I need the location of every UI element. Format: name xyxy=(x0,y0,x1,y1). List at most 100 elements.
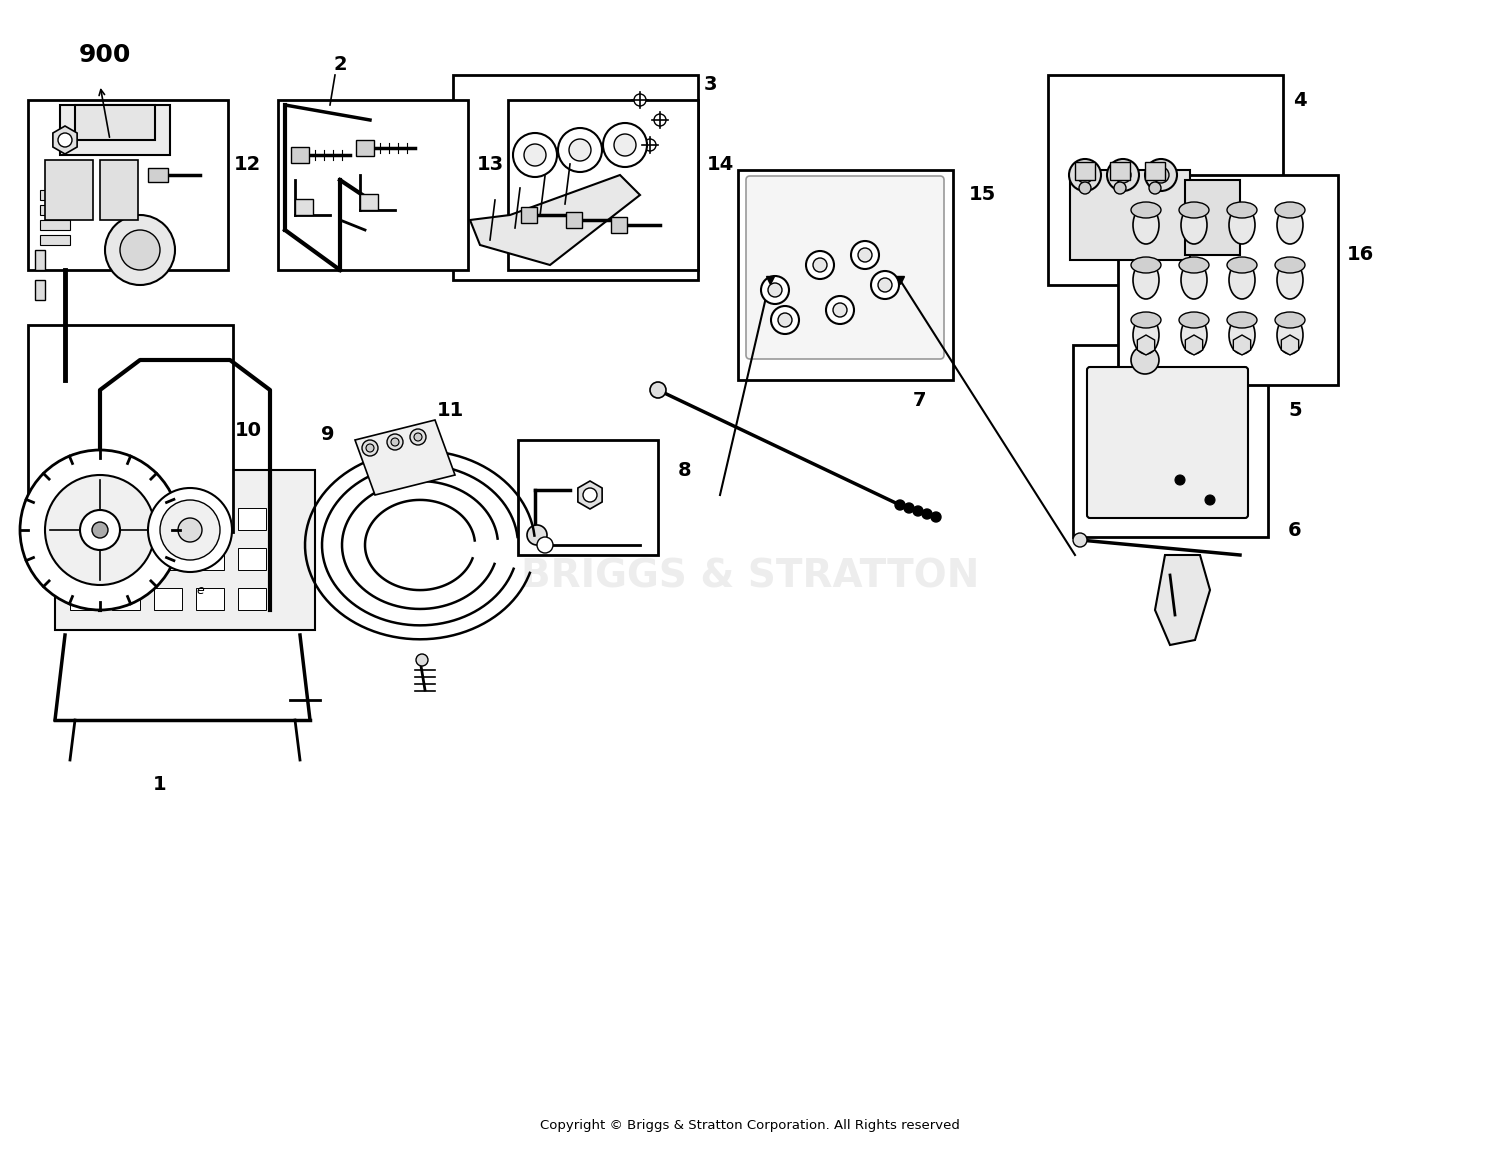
Circle shape xyxy=(1154,167,1168,183)
Circle shape xyxy=(1131,346,1160,374)
Ellipse shape xyxy=(1228,316,1256,354)
Text: 13: 13 xyxy=(477,156,504,174)
Circle shape xyxy=(813,258,826,272)
Bar xyxy=(154,588,182,611)
Polygon shape xyxy=(53,126,76,154)
Ellipse shape xyxy=(1179,202,1209,218)
Bar xyxy=(60,105,170,156)
Circle shape xyxy=(603,123,646,167)
Bar xyxy=(40,235,70,245)
Ellipse shape xyxy=(1132,206,1160,244)
Circle shape xyxy=(558,128,602,172)
Ellipse shape xyxy=(1131,202,1161,218)
FancyBboxPatch shape xyxy=(1088,367,1248,518)
Text: 11: 11 xyxy=(436,401,463,419)
Bar xyxy=(1076,162,1095,180)
Circle shape xyxy=(20,450,180,611)
Circle shape xyxy=(827,296,854,324)
Text: 8: 8 xyxy=(678,461,692,479)
Circle shape xyxy=(771,306,800,334)
Bar xyxy=(509,100,698,270)
Bar xyxy=(1118,175,1338,385)
Circle shape xyxy=(366,444,374,452)
Bar xyxy=(40,205,70,215)
Circle shape xyxy=(914,506,922,516)
Bar xyxy=(40,210,195,265)
Circle shape xyxy=(45,475,154,585)
Bar xyxy=(196,548,223,570)
Bar xyxy=(28,325,233,532)
Bar xyxy=(291,147,309,162)
Circle shape xyxy=(526,525,548,545)
Bar xyxy=(40,190,70,200)
Circle shape xyxy=(896,500,904,510)
Circle shape xyxy=(410,429,426,445)
Text: 5: 5 xyxy=(1288,401,1302,419)
Circle shape xyxy=(922,509,932,520)
Circle shape xyxy=(650,382,666,397)
Circle shape xyxy=(614,134,636,156)
Circle shape xyxy=(568,139,591,161)
Polygon shape xyxy=(1185,335,1203,355)
Circle shape xyxy=(932,511,940,522)
Text: 10: 10 xyxy=(234,420,261,440)
Text: BRIGGS & STRATTON: BRIGGS & STRATTON xyxy=(520,558,980,594)
Circle shape xyxy=(524,144,546,166)
Circle shape xyxy=(92,522,108,538)
Text: 900: 900 xyxy=(80,43,130,67)
Bar xyxy=(278,100,468,270)
Polygon shape xyxy=(356,420,454,495)
Ellipse shape xyxy=(1227,257,1257,273)
Polygon shape xyxy=(578,482,602,509)
Polygon shape xyxy=(1233,335,1251,355)
Circle shape xyxy=(1204,495,1215,505)
Polygon shape xyxy=(1281,335,1299,355)
Bar xyxy=(520,207,537,223)
Circle shape xyxy=(1077,167,1094,183)
Bar xyxy=(196,588,223,611)
Polygon shape xyxy=(1137,335,1155,355)
Bar xyxy=(610,217,627,233)
Bar xyxy=(28,100,228,270)
Bar xyxy=(1070,170,1190,260)
Ellipse shape xyxy=(1179,312,1209,328)
Ellipse shape xyxy=(1131,257,1161,273)
Ellipse shape xyxy=(1131,312,1161,328)
Ellipse shape xyxy=(1275,312,1305,328)
Bar xyxy=(112,548,140,570)
Bar xyxy=(154,508,182,530)
Circle shape xyxy=(806,251,834,279)
Ellipse shape xyxy=(1132,316,1160,354)
Bar xyxy=(238,548,266,570)
Text: 4: 4 xyxy=(1293,91,1306,109)
Ellipse shape xyxy=(1228,262,1256,300)
Bar xyxy=(360,194,378,210)
Circle shape xyxy=(654,114,666,126)
Ellipse shape xyxy=(1227,312,1257,328)
Bar xyxy=(238,508,266,530)
Ellipse shape xyxy=(1132,262,1160,300)
Text: 6: 6 xyxy=(1288,521,1302,539)
Bar xyxy=(70,548,98,570)
Circle shape xyxy=(105,215,176,285)
Bar xyxy=(100,160,138,220)
Circle shape xyxy=(584,488,597,502)
Circle shape xyxy=(768,283,782,297)
Circle shape xyxy=(1149,182,1161,194)
Ellipse shape xyxy=(1180,206,1208,244)
Circle shape xyxy=(634,94,646,106)
Ellipse shape xyxy=(1276,206,1304,244)
Bar xyxy=(518,440,658,555)
Bar xyxy=(112,508,140,530)
Circle shape xyxy=(416,654,428,666)
Circle shape xyxy=(871,271,898,300)
Ellipse shape xyxy=(1276,262,1304,300)
Circle shape xyxy=(178,518,203,541)
Circle shape xyxy=(80,510,120,550)
Circle shape xyxy=(58,132,72,147)
Circle shape xyxy=(148,488,232,573)
Text: 12: 12 xyxy=(234,156,261,174)
Bar xyxy=(1185,180,1240,255)
Bar xyxy=(70,508,98,530)
Circle shape xyxy=(392,438,399,446)
